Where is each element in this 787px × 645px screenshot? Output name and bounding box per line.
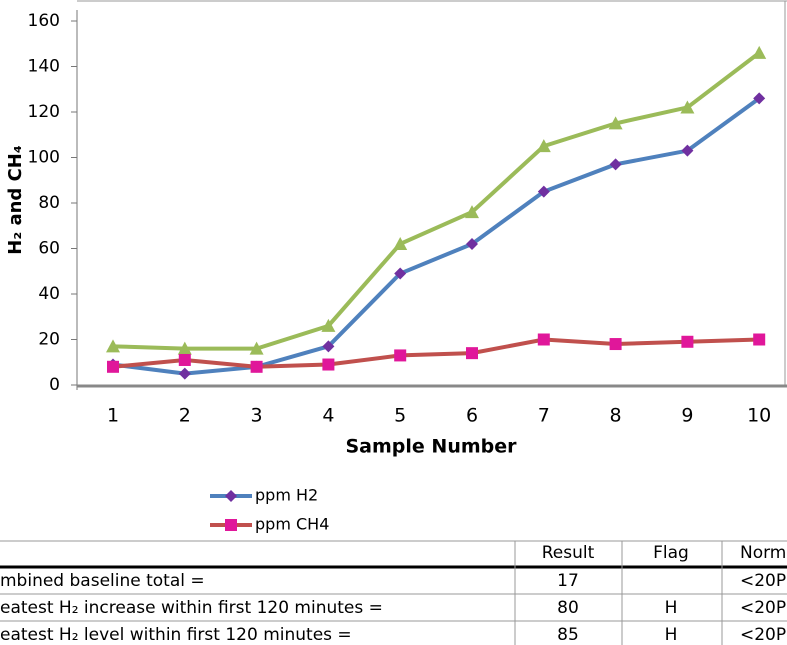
cell: H — [665, 625, 678, 645]
marker — [536, 139, 551, 153]
y-axis-title: H₂ and CH₄ — [5, 145, 26, 255]
y-tick-label: 0 — [49, 375, 60, 395]
legend-label: ppm H2 — [255, 486, 318, 505]
x-tick-label: 5 — [394, 405, 406, 427]
marker — [681, 335, 694, 348]
y-tick-label: 160 — [28, 11, 60, 31]
column-header: Flag — [653, 543, 689, 563]
marker — [466, 237, 478, 250]
marker — [680, 100, 695, 114]
marker — [537, 333, 550, 346]
marker — [177, 341, 192, 355]
marker — [250, 360, 263, 373]
y-tick-label: 20 — [38, 330, 60, 350]
legend: ppm H2 ppm CH4 — [210, 486, 329, 534]
chart: 0 20 40 60 80 100 120 140 160 1 2 3 4 5 6 7 8 9 10 — [28, 11, 772, 427]
marker — [107, 360, 119, 373]
cell: <20PP — [740, 571, 787, 591]
y-tick-label: 100 — [28, 148, 60, 168]
marker — [249, 341, 264, 355]
series-line — [112, 96, 761, 376]
cell: <20PP — [740, 625, 787, 645]
legend-label: ppm CH4 — [255, 515, 329, 534]
cell: H — [665, 598, 678, 618]
marker — [609, 338, 622, 351]
series-line — [112, 337, 760, 369]
cell: 80 — [557, 598, 579, 618]
marker — [322, 340, 335, 353]
cell: <20PP — [740, 598, 787, 618]
marker — [394, 267, 407, 280]
marker — [465, 205, 479, 219]
marker — [322, 358, 335, 371]
marker — [609, 158, 622, 171]
marker — [178, 353, 191, 366]
x-tick-label: 3 — [251, 405, 263, 427]
marker — [537, 185, 550, 198]
marker — [394, 349, 407, 362]
y-tick-label: 120 — [28, 102, 60, 122]
column-header: Norm — [740, 543, 786, 563]
x-tick-label: 1 — [107, 405, 119, 427]
y-tick-label: 40 — [38, 284, 60, 304]
series-line — [112, 51, 761, 351]
marker — [681, 144, 694, 157]
x-tick-label: 2 — [179, 405, 191, 427]
marker — [752, 45, 767, 59]
marker — [225, 490, 237, 502]
x-axis-title: Sample Number — [346, 436, 518, 458]
marker — [753, 333, 766, 346]
cell: 85 — [557, 625, 579, 645]
marker — [608, 116, 623, 130]
x-tick-label: 10 — [747, 405, 771, 427]
marker — [106, 339, 120, 353]
x-tick-label: 9 — [681, 405, 693, 427]
marker — [753, 92, 766, 105]
cell: 17 — [557, 571, 579, 591]
y-tick-label: 80 — [38, 193, 60, 213]
x-tick-label: 6 — [466, 405, 478, 427]
y-tick-label: 60 — [38, 239, 60, 259]
row-label: eatest H₂ level within first 120 minutes… — [0, 625, 352, 645]
y-tick-label: 140 — [28, 57, 60, 77]
row-label: mbined baseline total = — [0, 571, 205, 591]
x-tick-label: 7 — [538, 405, 550, 427]
row-label: eatest H₂ increase within first 120 minu… — [0, 598, 383, 618]
marker — [321, 318, 336, 332]
column-header: Result — [542, 543, 595, 563]
marker — [393, 236, 408, 250]
x-tick-label: 8 — [610, 405, 622, 427]
x-tick-label: 4 — [322, 405, 334, 427]
marker — [466, 347, 478, 360]
marker — [178, 367, 191, 380]
table: Result Flag Norm mbined baseline total = 17 <… — [0, 540, 787, 645]
marker — [225, 519, 237, 531]
